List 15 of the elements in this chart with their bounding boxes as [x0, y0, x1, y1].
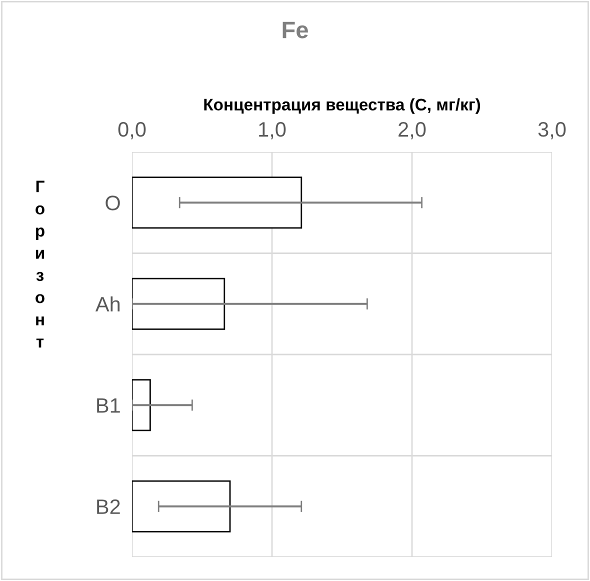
y-axis-title: Горизонт	[36, 180, 44, 348]
bar	[132, 176, 302, 229]
y-tick-label: O	[106, 196, 120, 210]
y-tick-label: B2	[97, 499, 120, 514]
bar	[132, 278, 226, 330]
x-tick-label: 1,0	[259, 122, 286, 140]
bar	[132, 379, 151, 432]
x-tick-label: 2,0	[398, 122, 426, 140]
y-tick-label: Ah	[95, 296, 120, 312]
x-axis-title: Концентрация вещества (C, мг/кг)	[204, 98, 480, 114]
x-tick-label: 3,0	[538, 122, 566, 140]
x-tick-label: 0,0	[118, 122, 146, 140]
y-tick-label: B1	[97, 398, 120, 413]
bar	[132, 480, 231, 532]
chart-title: Fe	[282, 22, 308, 38]
